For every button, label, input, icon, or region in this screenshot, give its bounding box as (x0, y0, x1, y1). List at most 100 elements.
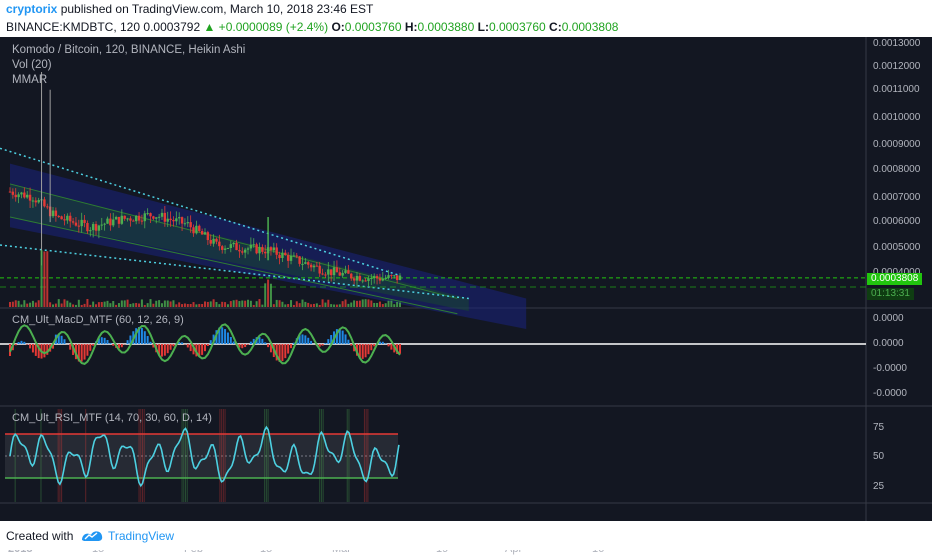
volume-bar (198, 304, 200, 307)
volume-bar (261, 305, 263, 307)
macd-histogram-bar (390, 344, 392, 350)
macd-histogram-bar (32, 344, 34, 352)
author-link[interactable]: cryptorix (6, 2, 57, 16)
macd-histogram-bar (147, 336, 149, 344)
volume-bar (127, 300, 129, 307)
candle (155, 217, 157, 218)
chart-canvas[interactable] (0, 37, 932, 521)
rsi-tick: 50 (873, 451, 884, 462)
volume-bar (244, 301, 246, 307)
macd-histogram-bar (92, 344, 94, 346)
candle (362, 280, 364, 281)
candle (63, 219, 65, 220)
volume-bar (215, 302, 217, 307)
macd-histogram-bar (187, 344, 189, 347)
candle (227, 248, 229, 249)
candle (204, 232, 206, 234)
volume-bar (41, 250, 43, 307)
macd-histogram-bar (23, 342, 25, 344)
indicator-mmar[interactable]: MMAR (12, 74, 47, 86)
volume-bar (118, 303, 120, 307)
volume-bar (345, 299, 347, 307)
candle (218, 242, 220, 247)
candle (124, 216, 126, 219)
macd-tick: -0.0000 (873, 388, 907, 399)
candle (17, 194, 19, 197)
volume-bar (66, 301, 68, 307)
macd-histogram-bar (107, 340, 109, 344)
volume-bar (78, 300, 80, 307)
candle (121, 216, 123, 224)
candle (241, 251, 243, 252)
chart-area[interactable]: Komodo / Bitcoin, 120, BINANCE, Heikin A… (0, 37, 932, 521)
macd-histogram-bar (161, 344, 163, 357)
volume-bar (213, 299, 215, 307)
candle (29, 195, 31, 201)
candle (95, 224, 97, 231)
volume-bar (84, 304, 86, 307)
low-label: L: (478, 20, 489, 34)
volume-bar (396, 302, 398, 307)
macd-histogram-bar (327, 339, 329, 344)
volume-bar (362, 299, 364, 307)
volume-bar (373, 303, 375, 307)
volume-bar (158, 300, 160, 307)
candle (9, 192, 11, 193)
volume-bar (339, 304, 341, 307)
volume-bar (201, 304, 203, 307)
volume-bar (247, 300, 249, 307)
volume-bar (20, 304, 22, 307)
macd-histogram-bar (367, 344, 369, 354)
macd-histogram-bar (281, 344, 283, 361)
price-tick: 0.0007000 (873, 192, 920, 203)
candle (293, 256, 295, 257)
close-value: 0.0003808 (562, 20, 619, 34)
macd-histogram-bar (207, 344, 209, 346)
candle (379, 278, 381, 280)
last-price: 0.0003792 (143, 20, 200, 34)
volume-bar (141, 299, 143, 307)
rsi-tick: 75 (873, 422, 884, 433)
price-tick: 0.0012000 (873, 61, 920, 72)
macd-histogram-bar (144, 331, 146, 344)
macd-histogram-bar (86, 344, 88, 356)
macd-histogram-bar (244, 344, 246, 347)
macd-tick: -0.0000 (873, 363, 907, 374)
tradingview-link[interactable]: TradingView (108, 529, 174, 543)
macd-histogram-bar (29, 344, 31, 348)
candle (382, 278, 384, 280)
price-tick: 0.0005000 (873, 242, 920, 253)
candle (138, 216, 140, 221)
volume-bar (230, 301, 232, 307)
rsi-title[interactable]: CM_Ult_RSI_MTF (14, 70, 30, 60, D, 14) (12, 412, 212, 424)
candle (396, 275, 398, 280)
volume-bar (32, 301, 34, 307)
indicator-volume[interactable]: Vol (20) (12, 59, 52, 71)
volume-bar (313, 304, 315, 307)
macd-histogram-bar (382, 342, 384, 344)
volume-bar (18, 301, 20, 307)
candle (112, 219, 114, 225)
price-tick: 0.0010000 (873, 112, 920, 123)
volume-bar (112, 301, 114, 307)
macd-histogram-bar (230, 337, 232, 344)
candle (43, 199, 45, 206)
candle (275, 247, 277, 254)
volume-bar (281, 302, 283, 307)
macd-histogram-bar (89, 344, 91, 351)
candle (230, 244, 232, 248)
volume-bar (385, 303, 387, 307)
tradingview-logo-icon[interactable] (80, 528, 104, 542)
price-tick: 0.0011000 (873, 84, 920, 95)
candle (333, 267, 335, 275)
volume-bar (150, 299, 152, 307)
candle (298, 256, 300, 264)
candle (46, 206, 48, 207)
candle (319, 266, 321, 274)
macd-histogram-bar (43, 344, 45, 357)
volume-bar (81, 305, 83, 307)
candle (69, 216, 71, 222)
candle (270, 247, 272, 250)
macd-title[interactable]: CM_Ult_MacD_MTF (60, 12, 26, 9) (12, 314, 184, 326)
macd-histogram-bar (101, 337, 103, 344)
